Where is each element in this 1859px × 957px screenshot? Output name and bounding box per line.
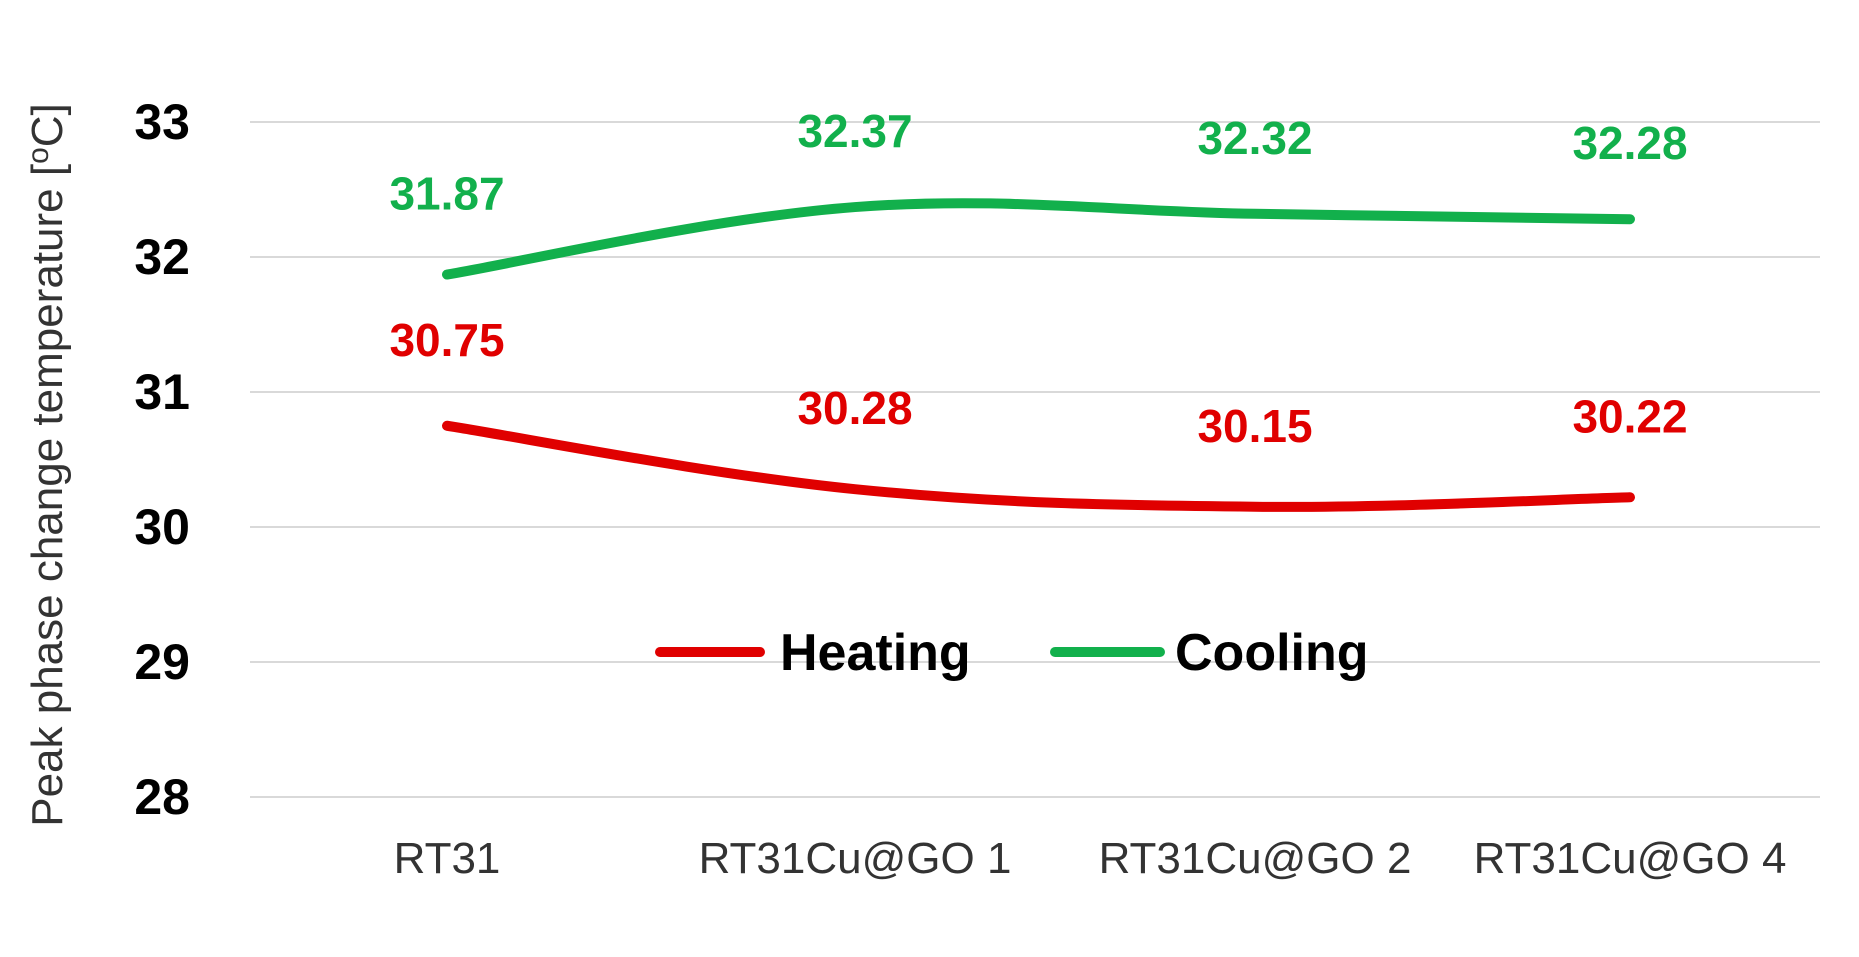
x-tick-label: RT31Cu@GO 4 bbox=[1474, 834, 1787, 883]
x-axis-ticks: RT31 RT31Cu@GO 1 RT31Cu@GO 2 RT31Cu@GO 4 bbox=[394, 834, 1787, 883]
series-lines bbox=[442, 198, 1635, 512]
data-label: 30.28 bbox=[797, 382, 912, 434]
data-label: 32.28 bbox=[1572, 117, 1687, 169]
data-label: 30.15 bbox=[1197, 400, 1312, 452]
y-tick-label: 28 bbox=[134, 769, 190, 825]
series-line-cooling bbox=[442, 198, 1635, 280]
x-tick-label: RT31Cu@GO 1 bbox=[699, 834, 1012, 883]
y-tick-label: 32 bbox=[134, 229, 190, 285]
y-axis-ticks: 28 29 30 31 32 33 bbox=[134, 94, 190, 825]
y-tick-label: 31 bbox=[134, 364, 190, 420]
y-axis-label: Peak phase change temperature [oC] bbox=[22, 103, 72, 827]
grid-lines bbox=[250, 121, 1820, 798]
data-label: 32.32 bbox=[1197, 112, 1312, 164]
y-tick-label: 30 bbox=[134, 499, 190, 555]
x-tick-label: RT31Cu@GO 2 bbox=[1099, 834, 1412, 883]
data-label: 30.22 bbox=[1572, 390, 1687, 442]
y-tick-label: 29 bbox=[134, 634, 190, 690]
data-labels: 30.75 30.28 30.15 30.22 31.87 32.37 32.32 32.28 bbox=[389, 105, 1687, 452]
y-tick-label: 33 bbox=[134, 94, 190, 150]
legend-label: Cooling bbox=[1175, 624, 1369, 682]
x-tick-label: RT31 bbox=[394, 834, 501, 883]
series-line-heating bbox=[442, 420, 1635, 512]
legend-label: Heating bbox=[780, 624, 971, 682]
data-label: 30.75 bbox=[389, 314, 504, 366]
data-label: 31.87 bbox=[389, 168, 504, 220]
data-label: 32.37 bbox=[797, 105, 912, 157]
legend: Heating Cooling bbox=[655, 624, 1369, 682]
